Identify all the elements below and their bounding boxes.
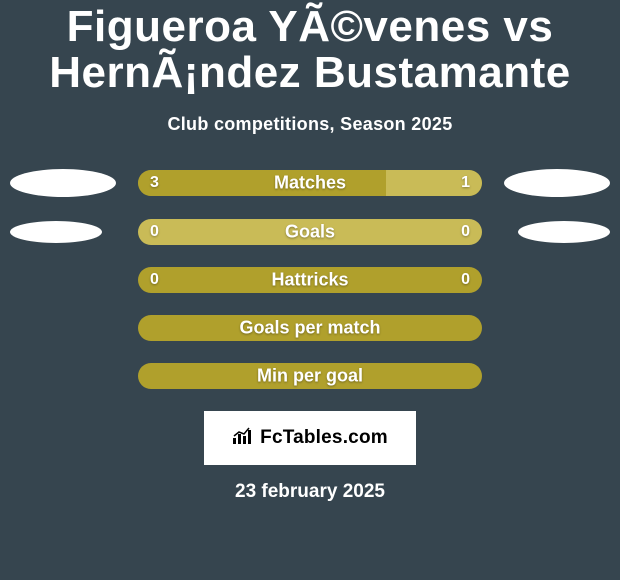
right-oval [504,169,610,197]
stat-row: 0 Goals 0 [10,219,610,245]
stats-rows: 3 Matches 1 0 Goals 0 0 Hattricks 0 Goals per mat… [0,169,620,389]
stat-row: 0 Hattricks 0 [10,267,610,293]
logo-wrap: FcTables.com [0,411,620,465]
stat-label: Goals per match [239,318,380,339]
stat-label: Matches [274,173,346,194]
stat-bar: 3 Matches 1 [138,170,482,196]
bar-left-fill [138,170,386,196]
page-title: Figueroa YÃ©venes vs HernÃ¡ndez Bustaman… [0,0,620,96]
stat-row: Min per goal [10,363,610,389]
subtitle: Club competitions, Season 2025 [0,114,620,135]
right-oval [518,221,610,243]
right-oval-slot [482,169,610,197]
stat-label: Goals [285,222,335,243]
chart-icon [232,427,254,450]
left-oval [10,221,102,243]
logo-text: FcTables.com [260,427,388,449]
stat-left-value: 3 [150,174,159,192]
stat-bar: 0 Goals 0 [138,219,482,245]
stat-label: Min per goal [257,366,363,387]
stat-bar: Goals per match [138,315,482,341]
stat-left-value: 0 [150,223,159,241]
stat-right-value: 1 [461,174,470,192]
stat-right-value: 0 [461,271,470,289]
stat-row: Goals per match [10,315,610,341]
stat-left-value: 0 [150,271,159,289]
left-oval-slot [10,221,138,243]
stat-row: 3 Matches 1 [10,169,610,197]
left-oval [10,169,116,197]
stat-bar: 0 Hattricks 0 [138,267,482,293]
stat-bar: Min per goal [138,363,482,389]
right-oval-slot [482,221,610,243]
stat-right-value: 0 [461,223,470,241]
logo-box: FcTables.com [204,411,416,465]
stat-label: Hattricks [271,270,348,291]
left-oval-slot [10,169,138,197]
footer-date: 23 february 2025 [0,481,620,503]
